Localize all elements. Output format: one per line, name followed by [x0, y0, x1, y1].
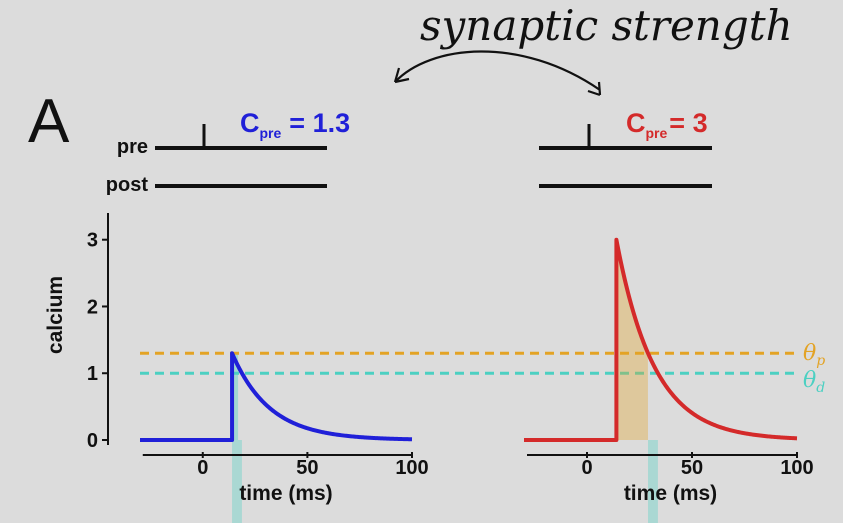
- y-tick-label: 1: [87, 363, 98, 385]
- x-axis-label: time (ms): [624, 482, 717, 505]
- c-value: = 3: [669, 108, 707, 138]
- depression-region: [232, 440, 242, 523]
- calcium-trace: [524, 237, 798, 442]
- arrowhead-right-icon: [587, 81, 602, 97]
- y-tick-label: 3: [87, 230, 98, 252]
- c-subscript: pre: [646, 125, 668, 141]
- condition-label-right: Cpre= 3: [626, 108, 708, 141]
- theta-p-label: θp: [803, 341, 825, 369]
- x-tick-label: 100: [395, 457, 428, 479]
- c-value: = 1.3: [289, 108, 350, 138]
- x-tick-label: 50: [681, 457, 703, 479]
- x-axis-label: time (ms): [239, 482, 332, 505]
- c-subscript: pre: [260, 125, 282, 141]
- y-axis-label: calcium: [44, 276, 67, 354]
- calcium-plot-right: 0 50 100 time (ms): [524, 237, 814, 523]
- condition-label-left: Cpre = 1.3: [240, 108, 350, 141]
- pre-row-label: pre: [117, 136, 148, 158]
- theta-p-symbol: θ: [803, 341, 816, 366]
- x-tick-label: 100: [780, 457, 813, 479]
- depression-region: [648, 440, 658, 523]
- depression-region: [232, 353, 239, 440]
- post-row-label: post: [106, 174, 149, 196]
- theta-d-sub: d: [816, 380, 825, 396]
- potentiation-region: [616, 239, 649, 440]
- y-tick-label: 0: [87, 430, 98, 452]
- panel-label: A: [28, 87, 70, 156]
- x-tick-label: 50: [296, 457, 318, 479]
- handwritten-note: synaptic strength: [420, 1, 793, 50]
- x-tick-label: 0: [581, 457, 592, 479]
- theta-p-sub: p: [816, 353, 825, 369]
- annotation-arc: [394, 50, 601, 91]
- c-symbol: C: [626, 108, 646, 138]
- theta-d-label: θd: [803, 368, 825, 396]
- arrowhead-left-icon: [393, 67, 410, 84]
- calcium-trace: [140, 351, 413, 442]
- x-tick-label: 0: [197, 457, 208, 479]
- c-symbol: C: [240, 108, 260, 138]
- calcium-plot-left: 0 50 100 time (ms) 0 1 2 3: [87, 213, 800, 523]
- theta-d-symbol: θ: [803, 368, 816, 393]
- y-tick-label: 2: [87, 296, 98, 318]
